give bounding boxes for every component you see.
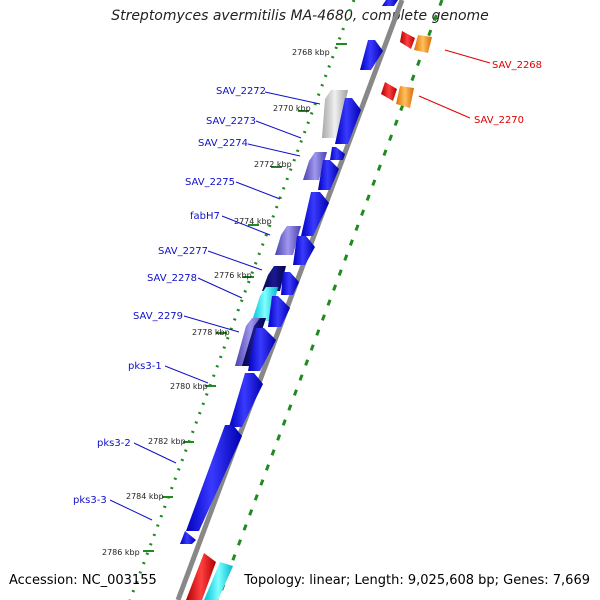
- gene-fabh7-fwd-arrow: [293, 236, 315, 265]
- gene-bottom-cyan-arrow: [204, 562, 233, 600]
- gene-label: SAV_2279: [133, 311, 183, 322]
- gene-label: SAV_2274: [198, 138, 248, 149]
- gene-sav-2270-orange-arrow: [396, 86, 414, 108]
- gene-labels-left: SAV_2272 SAV_2273 SAV_2274 SAV_2275 fabH…: [73, 86, 266, 506]
- gene-label: SAV_2273: [206, 116, 256, 127]
- gene-sav-2272-fwd-arrow: [335, 98, 361, 144]
- tick-label: 2774 kbp: [234, 217, 272, 226]
- tick-label: 2784 kbp: [126, 492, 164, 501]
- gene-sav-2277-arrow: [262, 266, 286, 291]
- gene-sav-2278-fwd-arrow: [268, 296, 290, 327]
- gene-sav-2274-fwd-arrow: [318, 160, 339, 190]
- tick-label: 2782 kbp: [148, 437, 186, 446]
- accession-text: Accession: NC_003155: [9, 573, 157, 588]
- gene-pks3-3-arrow: [180, 531, 196, 544]
- gene-label: pks3-2: [97, 438, 131, 449]
- gene-pks3-2-arrow: [186, 425, 242, 531]
- gene-fabh7-arrow: [275, 226, 301, 255]
- tick-labels: 2768 kbp 2770 kbp 2772 kbp 2774 kbp 2776…: [102, 48, 330, 557]
- right-leaders: [418, 49, 491, 119]
- gene-sav-2279-fwd-arrow: [248, 328, 276, 371]
- genome-summary-text: Topology: linear; Length: 9,025,608 bp; …: [244, 573, 590, 588]
- gene-label: SAV_2277: [158, 246, 208, 257]
- gene-label: SAV_2275: [185, 177, 235, 188]
- backbone-axis: [175, 0, 405, 600]
- gene-label: SAV_2268: [492, 60, 542, 71]
- gene-sav-2270-red-arrow: [381, 82, 397, 101]
- tick-label: 2776 kbp: [214, 271, 252, 280]
- left-guide-dots: [128, 0, 356, 600]
- gene-bottom-red-arrow: [186, 553, 216, 600]
- tick-label: 2780 kbp: [170, 382, 208, 391]
- gene-label: SAV_2278: [147, 273, 197, 284]
- tick-label: 2778 kbp: [192, 328, 230, 337]
- tick-marks: [143, 43, 347, 552]
- outer-track-genes: [381, 31, 432, 108]
- gene-label: SAV_2272: [216, 86, 266, 97]
- gene-pks3-1-arrow: [229, 373, 263, 427]
- forward-strand-genes: [180, 0, 398, 600]
- gene-top-arrow: [382, 0, 398, 6]
- gene-sav-2277-fwd-arrow: [281, 272, 299, 295]
- gene-sav-2268-orange-arrow: [414, 35, 432, 53]
- tick-label: 2770 kbp: [273, 104, 311, 113]
- gene-label: pks3-1: [128, 361, 162, 372]
- left-leaders: [109, 91, 321, 521]
- gene-label: pks3-3: [73, 495, 107, 506]
- gene-sav-2273-arrow: [330, 147, 345, 160]
- tick-label: 2768 kbp: [292, 48, 330, 57]
- right-guide-dots: [216, 0, 444, 600]
- gene-label: SAV_2270: [474, 115, 524, 126]
- tick-label: 2786 kbp: [102, 548, 140, 557]
- gene-sav-2275-arrow: [301, 192, 329, 236]
- gene-sav-2272-arrow: [322, 90, 348, 138]
- tick-label: 2772 kbp: [254, 160, 292, 169]
- gene-sav-2268-red-arrow: [400, 31, 415, 49]
- gene-labels-right: SAV_2268 SAV_2270: [474, 60, 542, 126]
- gene-label: fabH7: [190, 211, 220, 222]
- gene-arrow: [360, 40, 383, 70]
